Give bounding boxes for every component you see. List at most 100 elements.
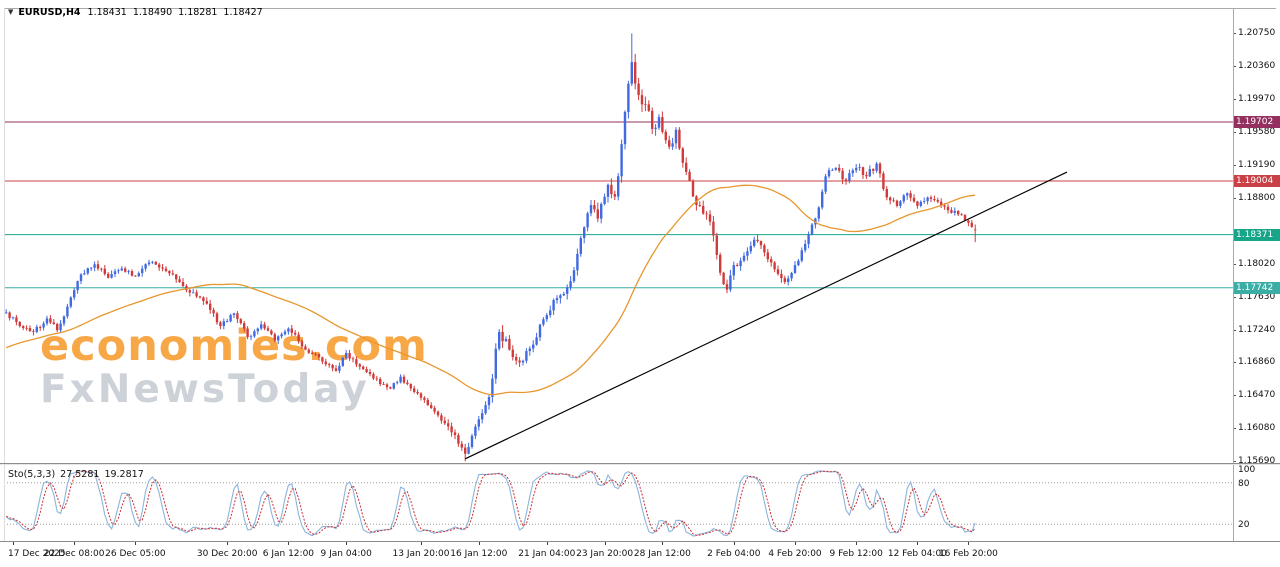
candle-body <box>729 275 732 290</box>
stochastic-signal-line <box>5 470 976 536</box>
candle-body <box>110 274 113 278</box>
time-axis-tick <box>421 542 422 545</box>
candle-body <box>297 334 300 342</box>
candle-body <box>42 323 45 328</box>
candle-body <box>804 243 807 251</box>
candle-body <box>402 376 406 383</box>
candle-body <box>144 264 147 269</box>
price-axis-label: 1.20360 <box>1238 61 1276 72</box>
candle-body <box>651 110 654 129</box>
time-axis-label: 28 Jan 12:00 <box>633 549 691 559</box>
candle-body <box>562 293 565 296</box>
candle-body <box>763 245 766 253</box>
price-axis-tick <box>1233 329 1236 331</box>
time-axis-label: 23 Jan 20:00 <box>576 549 634 559</box>
candle-body <box>107 273 110 278</box>
candle-body <box>215 313 219 323</box>
candle-body <box>69 297 72 307</box>
candle-body <box>52 322 55 324</box>
candle-body <box>593 205 596 210</box>
price-axis-separator <box>1233 8 1234 541</box>
candle-body <box>423 397 426 400</box>
candle-body <box>872 169 875 171</box>
candle-body <box>487 397 491 406</box>
candle-body <box>59 323 62 331</box>
candle-body <box>100 268 103 270</box>
candle-body <box>263 324 266 329</box>
ohlc-high-value: 1.18490 <box>132 7 173 18</box>
price-level-badge: 1.19004 <box>1233 175 1280 188</box>
candle-body <box>341 357 344 366</box>
time-axis-label: 4 Feb 20:00 <box>768 549 822 559</box>
candle-body <box>96 264 100 269</box>
candle-body <box>719 254 722 273</box>
candle-body <box>685 162 688 172</box>
indicator-level-label: 100 <box>1238 465 1256 475</box>
candle-body <box>311 352 314 354</box>
time-axis-tick <box>968 542 970 545</box>
candle-body <box>800 250 803 261</box>
price-axis[interactable]: 1.20750 1.20360 1.19970 1.19580 1.19190 1.188… <box>1233 8 1280 541</box>
stochastic-indicator-canvas[interactable] <box>4 466 1233 541</box>
price-chart-canvas[interactable] <box>4 8 1233 463</box>
candle-body <box>365 369 368 373</box>
symbol-timeframe-label: EURUSD,H4 <box>18 7 81 18</box>
price-axis-tick <box>1233 296 1236 298</box>
ohlc-open-value: 1.18431 <box>87 7 127 18</box>
price-axis-tick <box>1233 65 1236 67</box>
candle-body <box>569 281 572 288</box>
chart-top-border <box>4 8 1276 9</box>
candle-body <box>270 330 273 335</box>
candle-body <box>528 348 531 352</box>
time-axis-label: 16 Jan 12:00 <box>450 549 508 559</box>
candle-body <box>552 300 555 311</box>
candle-body <box>627 83 630 112</box>
candle-body <box>647 104 650 111</box>
candle-body <box>953 210 956 213</box>
candle-body <box>960 214 963 216</box>
candle-body <box>212 309 215 314</box>
candle-body <box>93 264 96 268</box>
candle-body <box>508 339 511 350</box>
candle-body <box>396 382 399 384</box>
candle-body <box>300 341 304 347</box>
candle-body <box>481 413 484 420</box>
candle-body <box>746 251 749 256</box>
candle-body <box>304 346 307 350</box>
time-axis-tick <box>478 542 480 545</box>
time-axis-label: 12 Feb 04:00 <box>887 549 947 559</box>
time-axis[interactable]: 17 Dec 2025 22 Dec 08:00 26 Dec 05:00 30 De… <box>0 542 1233 567</box>
indicator-d-value: 19.2817 <box>104 469 144 480</box>
symbol-dropdown-icon[interactable]: ▼ <box>8 8 14 16</box>
panel-splitter[interactable] <box>0 463 1280 464</box>
candle-body <box>433 408 436 412</box>
candle-body <box>11 317 15 319</box>
candle-body <box>491 378 494 398</box>
price-axis-label: 1.17630 <box>1238 292 1276 303</box>
candle-body <box>362 366 365 370</box>
candle-body <box>875 163 878 171</box>
candle-body <box>321 357 324 362</box>
candle-body <box>787 278 790 283</box>
price-axis-tick <box>1233 394 1236 396</box>
candle-body <box>141 268 144 274</box>
candle-body <box>249 336 253 338</box>
candle-body <box>535 337 538 345</box>
ascending-trendline[interactable] <box>464 171 1068 460</box>
candle-body <box>970 222 973 227</box>
candle-body <box>358 364 361 367</box>
moving-average-line[interactable] <box>5 184 976 396</box>
candle-body <box>773 262 776 270</box>
candle-body <box>477 419 480 427</box>
candle-body <box>324 361 327 365</box>
candle-body <box>892 200 895 202</box>
candle-body <box>889 197 892 201</box>
candlestick-series[interactable] <box>5 33 977 462</box>
candle-body <box>35 327 38 332</box>
candle-body <box>287 328 290 332</box>
candle-body <box>334 368 338 371</box>
price-axis-tick <box>1233 32 1236 34</box>
price-axis-label: 1.19970 <box>1238 94 1276 105</box>
candle-body <box>413 388 416 392</box>
candle-body <box>504 339 508 342</box>
